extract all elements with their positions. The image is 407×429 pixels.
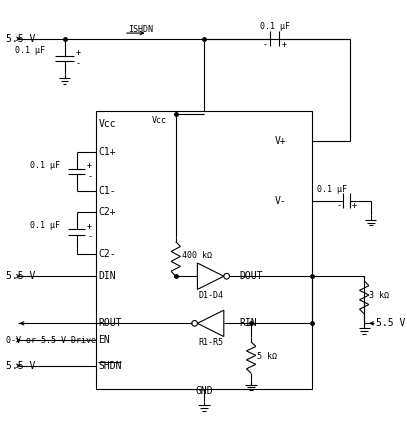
Text: 5.5 V: 5.5 V — [6, 34, 35, 44]
Text: -: - — [336, 201, 341, 210]
Text: D1-D4: D1-D4 — [198, 290, 223, 299]
Text: +: + — [87, 161, 92, 170]
Bar — [96, 111, 313, 390]
Text: EN: EN — [98, 335, 110, 345]
Text: C2-: C2- — [98, 249, 116, 259]
Text: GND: GND — [195, 386, 213, 396]
Text: DIN: DIN — [98, 271, 116, 281]
Text: -: - — [263, 40, 268, 49]
Text: ISHDN: ISHDN — [128, 25, 153, 34]
Text: ROUT: ROUT — [98, 318, 122, 328]
Text: -: - — [87, 172, 92, 181]
Text: +: + — [87, 222, 92, 231]
Text: 5 kΩ: 5 kΩ — [257, 352, 277, 361]
Text: 5.5 V: 5.5 V — [6, 271, 35, 281]
Text: 0.1 µF: 0.1 µF — [15, 45, 45, 54]
Text: RIN: RIN — [240, 318, 258, 328]
Text: -: - — [76, 59, 81, 68]
Text: SHDN: SHDN — [98, 361, 122, 371]
Text: -: - — [87, 232, 92, 241]
Text: +: + — [282, 40, 287, 49]
Text: 5.5 V: 5.5 V — [6, 361, 35, 371]
Text: 0-V or 5.5-V Drive: 0-V or 5.5-V Drive — [6, 336, 96, 345]
Text: 3 kΩ: 3 kΩ — [369, 290, 389, 299]
Text: C1+: C1+ — [98, 147, 116, 157]
Text: DOUT: DOUT — [240, 271, 263, 281]
Text: 0.1 µF: 0.1 µF — [30, 160, 60, 169]
Text: Vcc: Vcc — [98, 119, 116, 129]
Text: V-: V- — [275, 196, 287, 206]
Text: C1-: C1- — [98, 187, 116, 196]
Text: +: + — [351, 201, 357, 210]
Text: R1-R5: R1-R5 — [198, 338, 223, 347]
Text: 0.1 µF: 0.1 µF — [317, 185, 347, 194]
Text: V+: V+ — [275, 136, 287, 146]
Text: 5.5 V: 5.5 V — [376, 318, 405, 328]
Text: 400 kΩ: 400 kΩ — [182, 251, 212, 260]
Text: 0.1 µF: 0.1 µF — [260, 22, 290, 31]
Text: +: + — [76, 48, 81, 57]
Text: C2+: C2+ — [98, 207, 116, 217]
Text: 0.1 µF: 0.1 µF — [30, 221, 60, 230]
Text: Vcc: Vcc — [151, 116, 166, 125]
